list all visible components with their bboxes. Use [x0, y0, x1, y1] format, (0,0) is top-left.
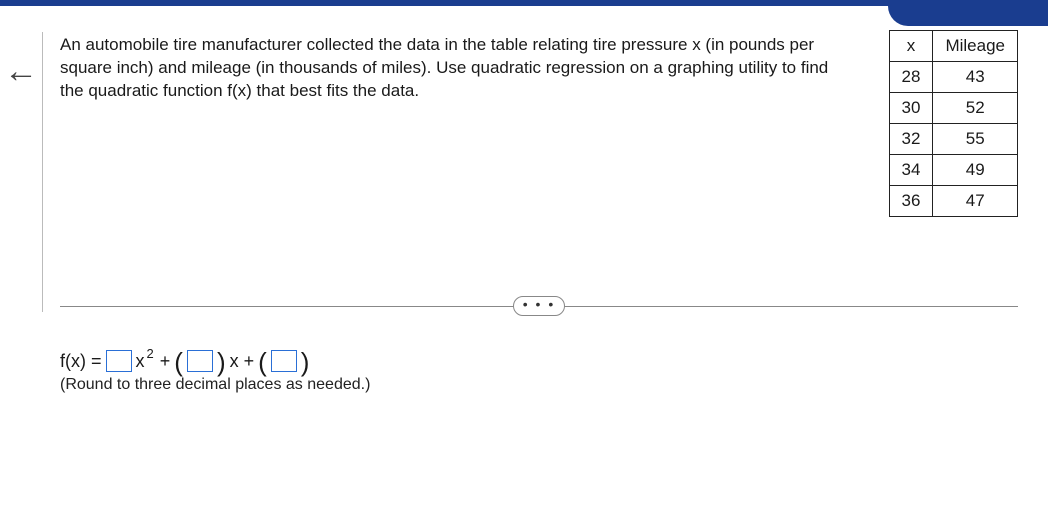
table-row: 34 49 [889, 155, 1017, 186]
answer-area: f(x) = x2 + ( ) x + ( ) (Round to three … [60, 348, 370, 394]
table-cell-x: 32 [889, 124, 933, 155]
coeff-a-input[interactable] [106, 350, 132, 372]
coeff-b-input[interactable] [187, 350, 213, 372]
formula-prefix: f(x) = [60, 351, 102, 372]
table-cell-m: 47 [933, 186, 1018, 217]
rounding-hint: (Round to three decimal places as needed… [60, 376, 370, 394]
back-arrow-icon[interactable]: ← [4, 54, 38, 88]
ellipsis-icon: • • • [523, 297, 555, 311]
formula-exponent: 2 [147, 346, 154, 361]
table-header-row: x Mileage [889, 31, 1017, 62]
problem-text: An automobile tire manufacturer collecte… [60, 34, 849, 103]
table-row: 32 55 [889, 124, 1017, 155]
table-cell-m: 55 [933, 124, 1018, 155]
formula-plus1: + [160, 351, 171, 372]
table-row: 28 43 [889, 62, 1017, 93]
paren-close-icon: ) [301, 349, 310, 375]
coeff-c-input[interactable] [271, 350, 297, 372]
paren-open-icon: ( [258, 349, 267, 375]
formula-line: f(x) = x2 + ( ) x + ( ) [60, 348, 370, 374]
formula-x2: x + [230, 351, 255, 372]
table-cell-x: 28 [889, 62, 933, 93]
table-cell-x: 30 [889, 93, 933, 124]
table-cell-m: 43 [933, 62, 1018, 93]
formula-x: x [136, 351, 145, 372]
table-header-mileage: Mileage [933, 31, 1018, 62]
vertical-divider [42, 32, 43, 312]
top-bar-curve [888, 6, 1048, 26]
table-row: 36 47 [889, 186, 1017, 217]
paren-open-icon: ( [174, 349, 183, 375]
table-cell-m: 52 [933, 93, 1018, 124]
data-table: x Mileage 28 43 30 52 32 55 34 49 36 47 [889, 30, 1018, 217]
table-cell-m: 49 [933, 155, 1018, 186]
section-divider: • • • [60, 296, 1018, 316]
content-area: An automobile tire manufacturer collecte… [60, 34, 1018, 217]
table-row: 30 52 [889, 93, 1017, 124]
table-cell-x: 34 [889, 155, 933, 186]
problem-row: An automobile tire manufacturer collecte… [60, 34, 1018, 217]
paren-close-icon: ) [217, 349, 226, 375]
expand-button[interactable]: • • • [513, 296, 565, 316]
table-cell-x: 36 [889, 186, 933, 217]
table-header-x: x [889, 31, 933, 62]
